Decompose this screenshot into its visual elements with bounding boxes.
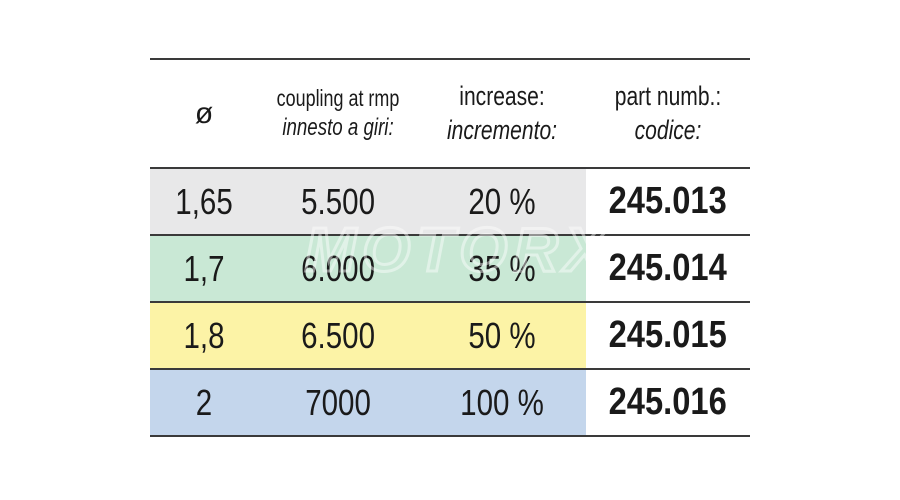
header-row: ø coupling at rmp innesto a giri: increa…: [150, 58, 750, 169]
diameter-cell: 1,8: [150, 302, 258, 370]
spring-table-container: ø coupling at rmp innesto a giri: increa…: [150, 58, 750, 437]
diameter-cell: 1,65: [150, 168, 258, 236]
increase-cell: 20 %: [418, 168, 586, 236]
header-increase: increase: incremento:: [418, 58, 586, 169]
header-coupling: coupling at rmp innesto a giri:: [258, 58, 418, 169]
part-code-cell: 245.016: [586, 369, 750, 437]
increase-cell: 50 %: [418, 302, 586, 370]
increase-cell: 100 %: [418, 369, 586, 437]
rpm-cell: 7000: [258, 369, 418, 437]
rpm-cell: 6.500: [258, 302, 418, 370]
header-coupling-en: coupling at rmp: [276, 85, 400, 112]
table-row: 1,65 5.500 20 % 245.013: [150, 168, 750, 236]
header-diameter: ø: [150, 58, 258, 169]
part-code-cell: 245.015: [586, 302, 750, 370]
header-increase-it: incremento:: [446, 114, 558, 145]
table-row: 1,7 6.000 35 % 245.014: [150, 235, 750, 303]
header-part-number-it: codice:: [634, 114, 702, 145]
table-row: 1,8 6.500 50 % 245.015: [150, 302, 750, 370]
header-part-number-en: part numb.:: [614, 80, 722, 111]
rpm-cell: 6.000: [258, 235, 418, 303]
rpm-cell: 5.500: [258, 168, 418, 236]
header-increase-en: increase:: [459, 80, 545, 111]
table-row: 2 7000 100 % 245.016: [150, 369, 750, 437]
diameter-cell: 2: [150, 369, 258, 437]
spring-spec-table: ø coupling at rmp innesto a giri: increa…: [150, 58, 750, 437]
part-code-cell: 245.014: [586, 235, 750, 303]
increase-cell: 35 %: [418, 235, 586, 303]
diameter-symbol: ø: [194, 96, 214, 130]
diameter-cell: 1,7: [150, 235, 258, 303]
header-coupling-it: innesto a giri:: [282, 113, 394, 141]
part-code-cell: 245.013: [586, 168, 750, 236]
header-part-number: part numb.: codice:: [586, 58, 750, 169]
